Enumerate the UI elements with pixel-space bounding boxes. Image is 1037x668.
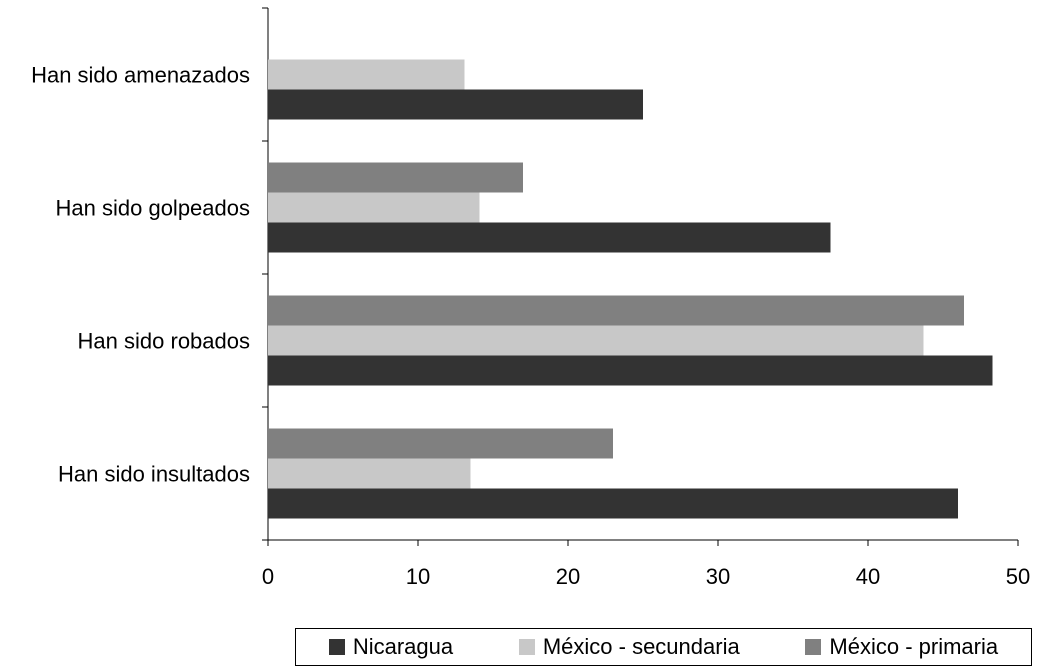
- category-label: Han sido robados: [78, 329, 250, 354]
- tick-labels: 0 10 20 30 40 50: [262, 564, 1030, 589]
- category-label: Han sido golpeados: [56, 196, 250, 221]
- bar-nicaragua-2: [268, 355, 993, 386]
- x-tick-label: 10: [406, 564, 430, 589]
- legend-label-mexico-primaria: México - primaria: [829, 634, 999, 659]
- bar-nicaragua-3: [268, 488, 958, 519]
- legend-swatch-mexico-primaria: [805, 639, 822, 655]
- bar-nicaragua-1: [268, 222, 831, 253]
- legend-swatch-nicaragua: [328, 639, 345, 655]
- legend-label-mexico-secundaria: México - secundaria: [542, 634, 740, 659]
- category-label: Han sido amenazados: [31, 63, 250, 88]
- bar-m-xico-secundaria-0: [268, 59, 465, 90]
- category-label: Han sido insultados: [58, 462, 250, 487]
- legend-item-nicaragua: Nicaragua: [328, 634, 454, 660]
- x-tick-label: 20: [556, 564, 580, 589]
- bar-m-xico-primaria-1: [268, 162, 523, 193]
- bar-chart: Han sido amenazados Han sido golpeados Han…: [31, 7, 1030, 589]
- legend-item-mexico-primaria: México - primaria: [805, 634, 998, 660]
- bar-m-xico-secundaria-3: [268, 458, 471, 489]
- bar-m-xico-secundaria-1: [268, 192, 480, 223]
- x-tick-label: 50: [1006, 564, 1030, 589]
- legend-label-nicaragua: Nicaragua: [352, 634, 454, 659]
- x-tick-label: 30: [706, 564, 730, 589]
- bar-m-xico-primaria-2: [268, 295, 964, 326]
- bars: [268, 59, 993, 519]
- legend: Nicaragua México - secundaria México - p…: [295, 628, 1032, 666]
- x-tick-label: 40: [856, 564, 880, 589]
- legend-swatch-mexico-secundaria: [518, 639, 535, 655]
- category-labels: Han sido amenazados Han sido golpeados Han…: [31, 63, 250, 487]
- bar-m-xico-secundaria-2: [268, 325, 924, 356]
- bar-nicaragua-0: [268, 89, 643, 120]
- x-tick-label: 0: [262, 564, 274, 589]
- legend-item-mexico-secundaria: México - secundaria: [518, 634, 740, 660]
- bar-m-xico-primaria-3: [268, 428, 613, 459]
